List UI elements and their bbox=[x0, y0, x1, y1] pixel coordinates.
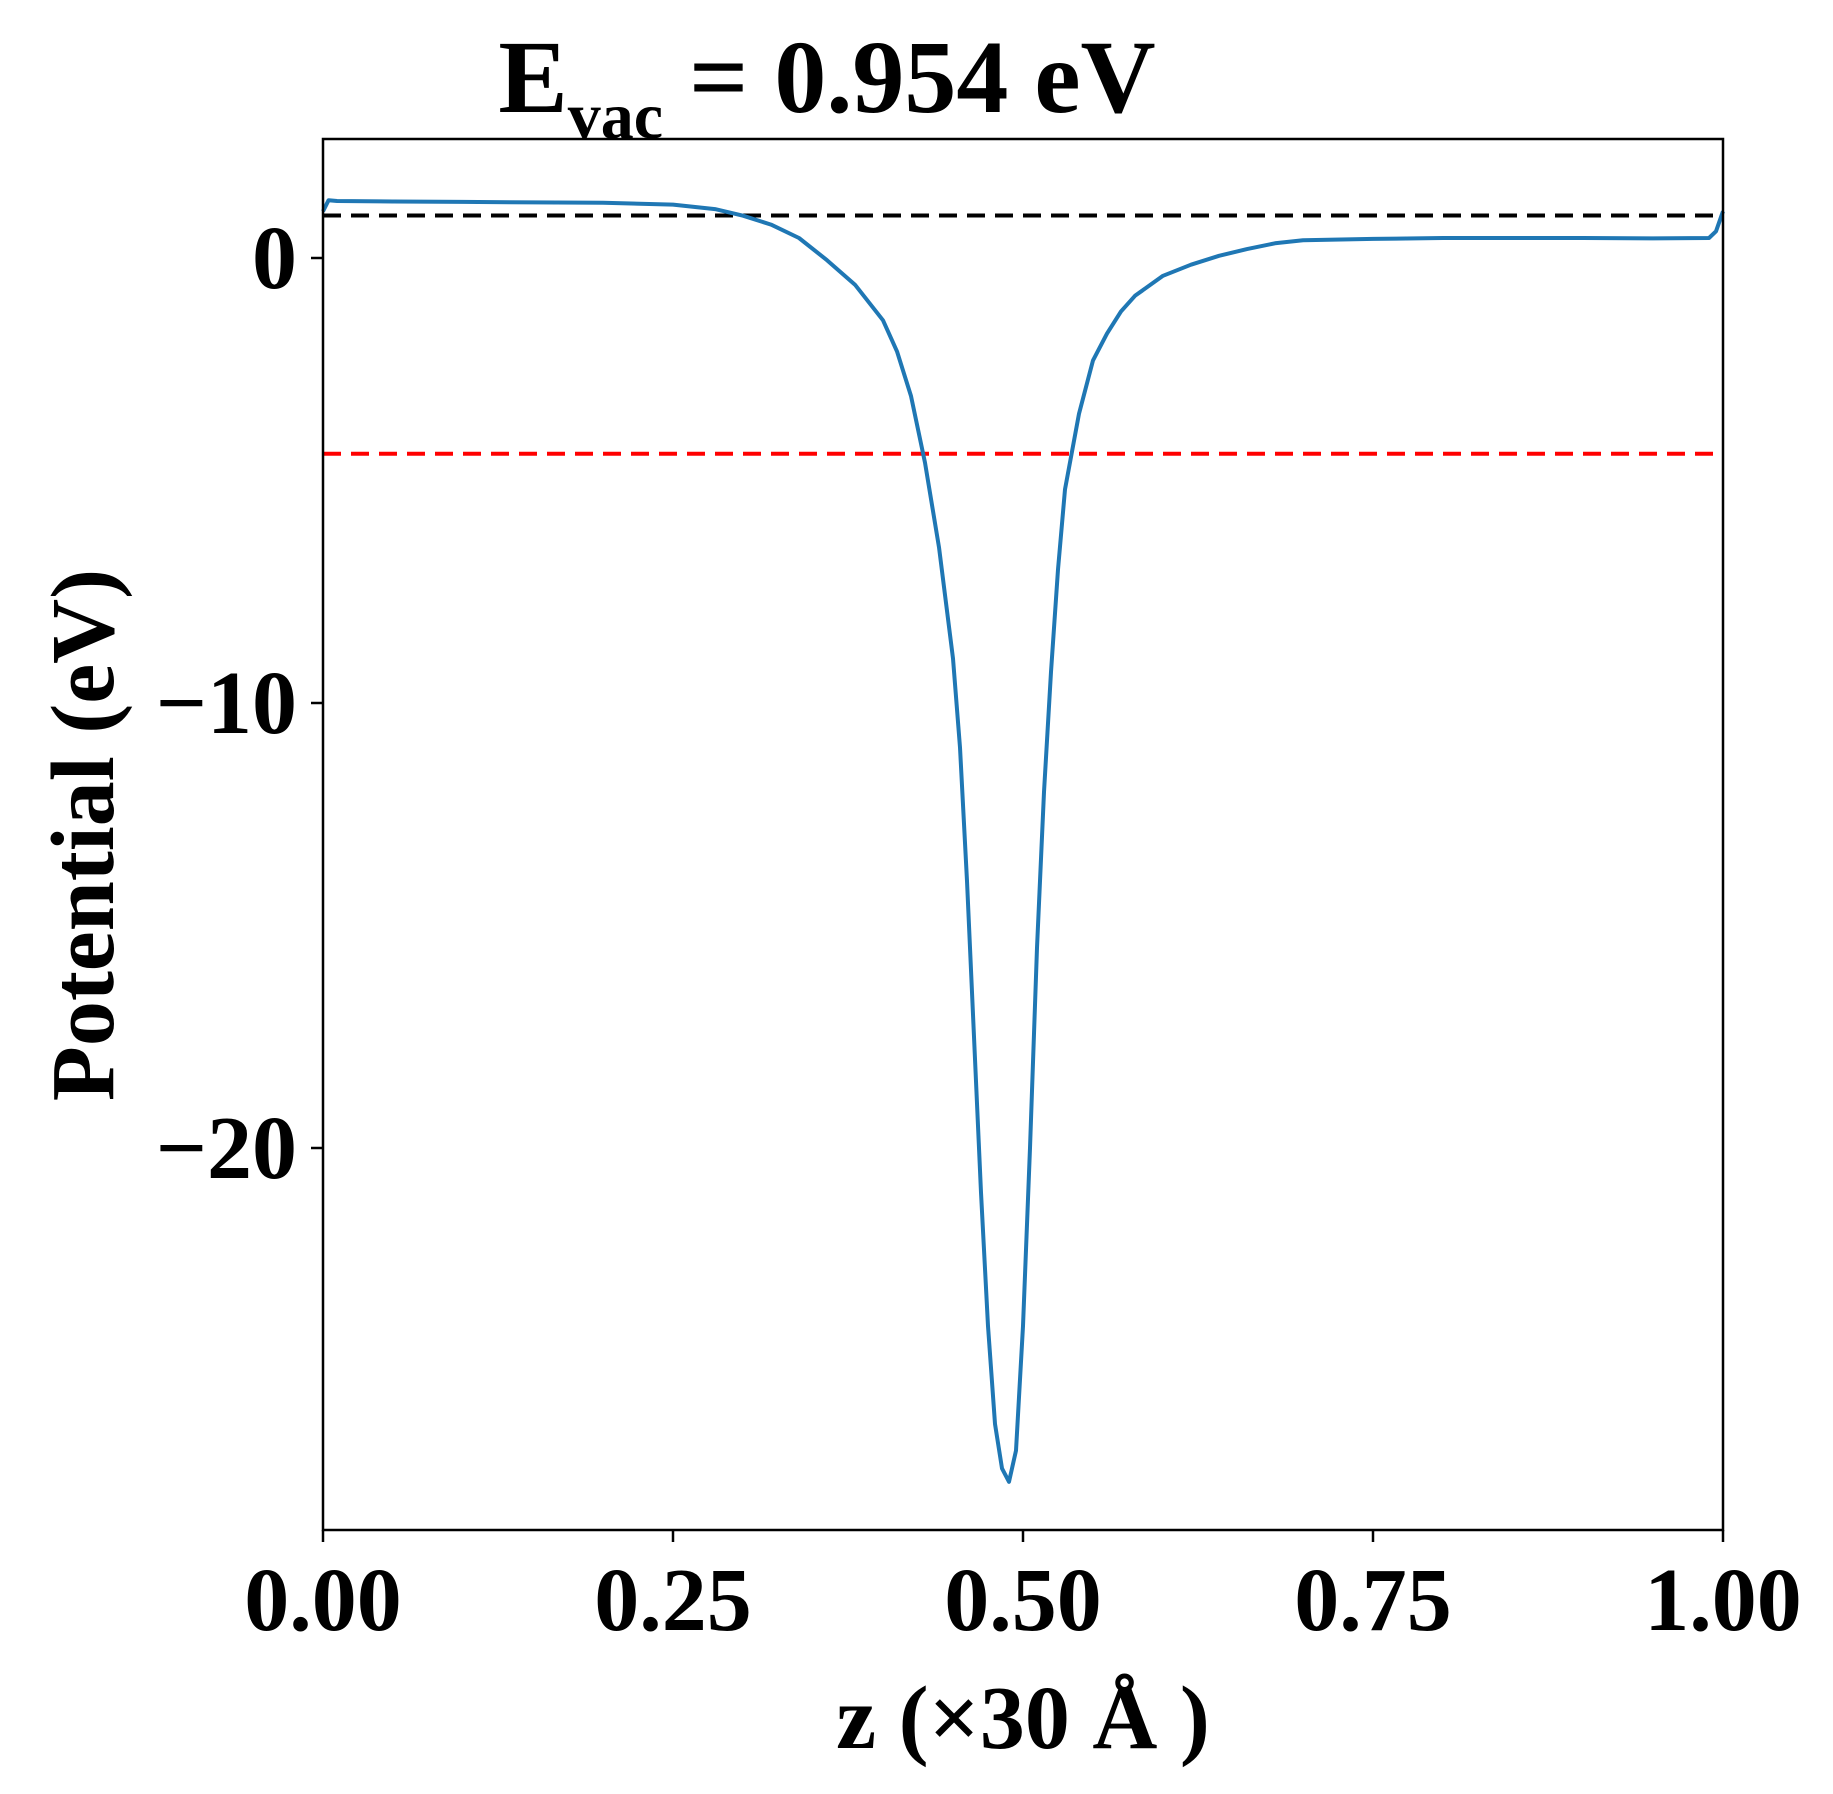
chart-title: Evac = 0.954 eV bbox=[498, 20, 1155, 153]
x-axis-label: z (×30 Å ) bbox=[836, 1669, 1210, 1768]
x-tick-label: 0.75 bbox=[1294, 1551, 1452, 1650]
y-tick-label: −20 bbox=[156, 1099, 297, 1198]
y-tick-label: 0 bbox=[252, 209, 297, 308]
y-axis-label: Potential (eV) bbox=[34, 569, 133, 1101]
reference-lines bbox=[323, 213, 1723, 456]
y-tick-label: −10 bbox=[156, 654, 297, 753]
x-tick-label: 0.50 bbox=[944, 1551, 1102, 1650]
title-subscript: vac bbox=[568, 80, 663, 153]
x-tick-label: 1.00 bbox=[1644, 1551, 1802, 1650]
title-rest: = 0.954 eV bbox=[663, 20, 1156, 135]
potential-curve bbox=[321, 198, 1725, 1484]
x-tick-label: 0.00 bbox=[244, 1551, 402, 1650]
y-axis: 0 −10 −20 bbox=[156, 209, 323, 1198]
x-tick-label: 0.25 bbox=[594, 1551, 752, 1650]
x-axis: 0.00 0.25 0.50 0.75 1.00 bbox=[244, 1530, 1802, 1650]
title-main: E bbox=[498, 20, 567, 135]
series-layer bbox=[321, 198, 1725, 1484]
